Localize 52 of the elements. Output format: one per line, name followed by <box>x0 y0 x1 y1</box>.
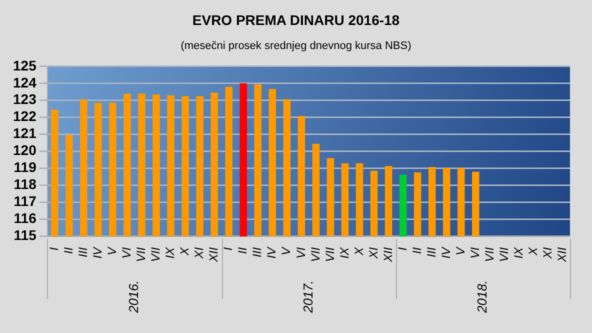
x-tick-label: XI <box>366 246 380 260</box>
x-tick-label: VI <box>294 246 308 259</box>
x-tick-label: IV <box>90 246 105 259</box>
x-tick-label: III <box>250 246 264 258</box>
x-tick-label: III <box>424 246 438 258</box>
x-tick-label: IX <box>512 246 526 259</box>
y-tick-label: 121 <box>13 125 37 142</box>
x-tick-label: VI <box>120 246 134 259</box>
x-tick-label: XII <box>380 246 395 263</box>
x-tick-label: IX <box>163 246 178 259</box>
x-tick-label: V <box>279 246 294 256</box>
x-tick-label: VII <box>308 246 322 262</box>
y-tick-label: 125 <box>13 57 37 74</box>
x-tick-label: I <box>395 246 410 251</box>
x-tick-label: II <box>61 246 76 254</box>
y-tick-label: 117 <box>14 193 37 210</box>
x-tick-label: VII <box>497 246 512 262</box>
chart-subtitle: (mesečni prosek srednjeg dnevnog kursa NBS) <box>180 40 412 52</box>
y-tick-label: 124 <box>13 74 37 90</box>
x-tick-label: V <box>105 246 120 256</box>
x-tick-label: XII <box>206 246 221 263</box>
x-tick-label: VII <box>322 246 337 262</box>
text: 2018. <box>474 280 490 314</box>
y-tick-label: 123 <box>13 91 37 108</box>
x-tick-label: IV <box>438 246 453 259</box>
y-tick-label: 115 <box>14 227 37 244</box>
x-tick-label: III <box>76 246 90 258</box>
x-tick-label: I <box>46 246 61 251</box>
x-tick-label: VII <box>148 246 163 262</box>
x-tick-label: VII <box>134 246 148 262</box>
x-tick-label: IX <box>337 246 352 259</box>
y-tick-label: 122 <box>13 108 37 124</box>
y-tick-label: 116 <box>14 210 37 226</box>
x-tick-label: XI <box>192 246 206 260</box>
x-tick-label: II <box>410 246 424 254</box>
x-tick-label: IV <box>264 246 279 259</box>
x-tick-label: X <box>178 246 192 256</box>
x-tick-label: V <box>453 246 468 256</box>
x-tick-label: II <box>236 246 250 254</box>
x-tick-label: XI <box>540 246 555 260</box>
x-tick-label: XII <box>555 246 570 263</box>
text: 2016. <box>126 280 142 314</box>
x-tick-label: VI <box>468 246 482 259</box>
chart-title: EVRO PREMA DINARU 2016-18 <box>191 12 401 28</box>
y-tick-label: 120 <box>13 142 37 158</box>
x-tick-label: X <box>352 246 366 256</box>
y-tick-label: 119 <box>14 159 37 176</box>
y-tick-label: 118 <box>14 176 37 192</box>
text: 2017. <box>300 280 316 314</box>
x-tick-label: VII <box>482 246 496 262</box>
x-tick-label: X <box>526 246 540 256</box>
x-tick-label: I <box>221 246 236 251</box>
